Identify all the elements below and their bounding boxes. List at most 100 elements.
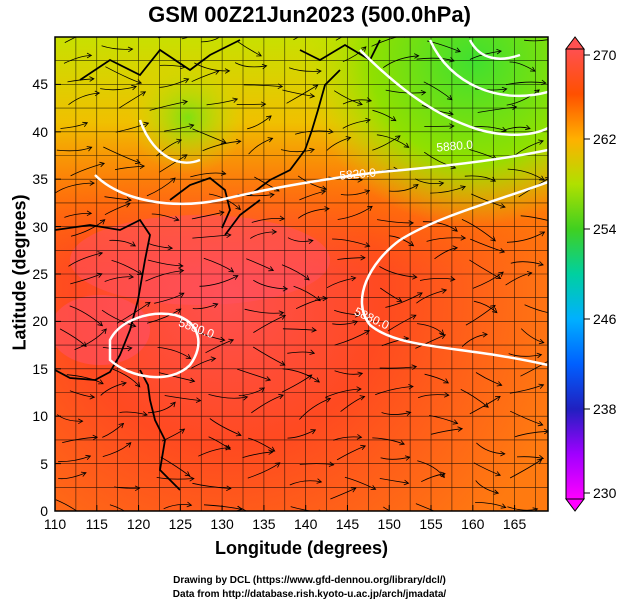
streamline-arrowhead [224,68,231,74]
y-tick-label: 10 [32,408,48,425]
streamline [335,37,343,41]
streamline-arrowhead [414,53,420,59]
streamline [524,39,548,42]
streamline [118,91,146,109]
streamline-arrowhead [143,121,150,128]
streamline-arrowhead [98,379,104,385]
streamline-arrowhead [314,377,320,383]
streamline [202,140,241,152]
streamline [429,415,458,424]
streamline [334,309,360,316]
streamline-arrowhead [404,513,409,518]
streamline [101,45,133,50]
streamline [417,394,449,399]
streamline-arrowhead [134,158,141,165]
streamline [191,358,216,369]
streamline [299,398,331,420]
streamline-arrowhead [545,177,548,183]
streamline [375,386,414,396]
streamline [237,41,262,57]
streamline [58,472,87,480]
streamline-arrowhead [184,471,191,477]
streamline [60,122,88,129]
streamline-arrowhead [236,138,242,145]
streamline [237,368,271,381]
streamline-arrowhead [355,312,361,318]
streamline [473,300,498,313]
streamline [281,149,315,153]
streamline [431,428,463,435]
streamline [116,302,151,324]
streamline [414,178,444,185]
y-tick-label: 30 [32,218,48,235]
streamline [520,328,544,343]
streamline [253,315,286,333]
streamline [294,130,334,135]
streamline [381,337,409,347]
streamline-arrowhead [186,501,193,508]
streamline-arrowhead [359,395,366,401]
streamline [520,215,548,221]
streamline [238,387,265,396]
streamline-arrowhead [235,204,241,211]
streamline [379,366,417,369]
streamline [247,462,281,479]
streamline-arrowhead [89,180,95,186]
contour-label: 5820.0 [339,165,377,182]
streamline [236,103,266,105]
streamline-arrowhead [118,422,125,429]
streamline-arrowhead [185,354,192,360]
streamline-arrowhead [274,462,281,468]
streamline [424,373,449,384]
streamline-arrowhead [220,138,227,144]
streamline [160,456,190,477]
streamline [516,456,544,459]
streamline-arrowhead [495,274,502,280]
streamline [250,231,277,239]
streamline-arrowhead [455,47,461,53]
streamline [333,436,362,441]
streamline [102,423,124,438]
streamline [145,270,184,282]
streamline [422,221,458,232]
streamline-arrowhead [220,170,227,176]
streamline [381,411,411,415]
streamline-arrowhead [130,322,137,328]
coastlines [55,39,381,491]
streamline-arrowhead [452,419,459,425]
streamline-arrowhead [131,84,138,91]
streamline-arrowhead [97,251,104,257]
streamline-arrowhead [121,381,127,387]
streamline-arrowhead [396,296,403,302]
streamline-arrowhead [218,210,225,216]
streamline-arrowhead [277,83,284,89]
streamline [164,395,201,401]
streamline [421,473,446,483]
streamline [237,505,248,511]
streamline-arrowhead [554,220,559,225]
streamline [513,140,544,157]
streamline [507,506,538,511]
x-tick-label: 145 [335,516,360,532]
streamline-arrowhead [537,421,544,427]
streamline [109,504,126,511]
streamline-arrowhead [126,345,133,352]
streamline [287,237,313,242]
streamline-arrowhead [89,394,96,400]
x-tick-label: 120 [126,516,151,532]
streamline-arrowhead [142,411,148,417]
streamline-arrowhead [309,93,316,99]
streamline [246,258,274,271]
streamline-arrowhead [279,215,285,222]
streamline-arrowhead [501,126,507,132]
streamline-arrowhead [534,89,540,95]
streamline-arrowhead [360,444,367,451]
streamline-arrowhead [282,286,289,292]
streamline [147,401,176,414]
streamline-arrowhead [548,358,553,362]
streamline [506,231,545,243]
streamline [333,90,363,105]
streamline [289,480,322,486]
streamline [382,55,419,69]
streamline [70,162,105,177]
